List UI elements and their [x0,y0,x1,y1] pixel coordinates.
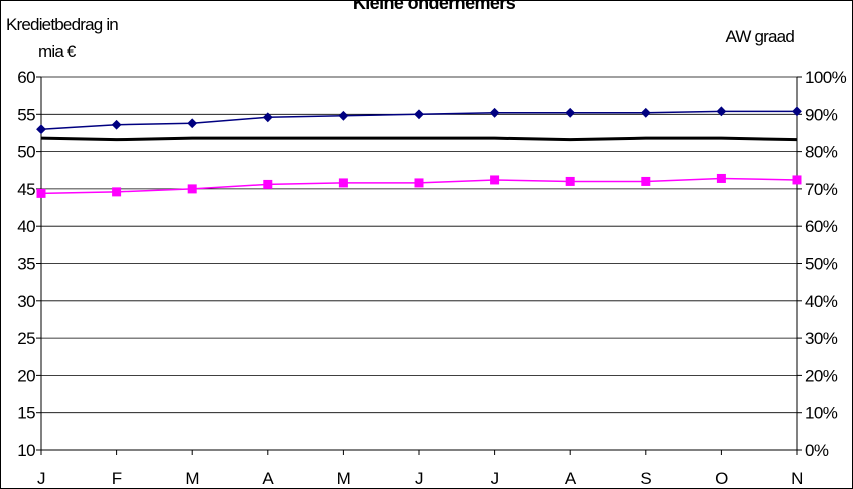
right-tick-label: 0% [805,441,829,460]
data-point-diamond [414,109,424,120]
right-axis-title: AW graad [725,27,794,46]
x-tick-label: F [112,469,122,488]
right-tick-label: 10% [805,404,838,423]
left-axis-title-line2: mia € [38,42,77,61]
right-tick-label: 20% [805,366,838,385]
data-point-diamond [716,106,727,117]
left-axis-title-line1: Kredietbedrag in [6,15,118,34]
left-tick-label: 20 [17,366,35,385]
series-line-2 [40,136,798,142]
left-tick-label: 40 [17,217,35,236]
right-tick-label: 90% [805,105,838,124]
data-point-square [792,175,802,185]
x-tick-label: S [640,469,651,488]
x-tick-label: A [565,469,577,488]
left-tick-label: 10 [17,441,35,460]
x-tick-label: A [262,469,274,488]
left-tick-label: 45 [17,180,35,199]
x-tick-label: N [791,469,803,488]
left-tick-label: 50 [17,143,35,162]
right-tick-label: 60% [805,217,838,236]
left-tick-label: 35 [17,255,35,274]
x-tick-label: J [491,469,499,488]
data-point-diamond [489,107,500,118]
data-point-square [36,188,46,198]
data-point-diamond [262,112,273,123]
left-tick-label: 15 [17,404,35,423]
data-point-square [112,187,122,197]
x-tick-label: J [415,469,423,488]
data-point-diamond [792,106,802,117]
data-point-square [263,179,273,189]
data-point-diamond [36,124,46,135]
data-point-diamond [111,119,122,130]
data-point-diamond [640,107,651,118]
data-point-diamond [565,107,576,118]
chart-title: Kleine ondernemers [353,0,516,13]
x-tick-label: M [337,469,351,488]
right-tick-label: 40% [805,292,838,311]
data-point-square [187,184,197,194]
data-point-square [565,176,575,186]
series-lines [36,106,802,198]
left-tick-label: 25 [17,329,35,348]
data-point-diamond [187,118,198,129]
left-tick-label: 60 [17,68,35,87]
left-tick-label: 30 [17,292,35,311]
x-tick-label: O [715,469,728,488]
right-tick-label: 80% [805,143,838,162]
x-tick-label: J [37,469,45,488]
data-point-diamond [338,110,349,121]
right-tick-label: 30% [805,329,838,348]
data-point-square [641,176,651,186]
right-tick-label: 100% [805,68,847,87]
x-tick-label: M [185,469,199,488]
data-point-square [338,178,348,188]
right-tick-label: 50% [805,255,838,274]
left-tick-label: 55 [17,105,35,124]
right-tick-label: 70% [805,180,838,199]
gridlines [41,76,797,451]
data-point-square [716,173,726,183]
data-point-square [414,178,424,188]
tick-labels: 10 15 20 25 30 35 40 45 50 55 60 0% 10% 20% 30% 40% 50% 6… [17,68,847,488]
data-point-square [490,175,500,185]
